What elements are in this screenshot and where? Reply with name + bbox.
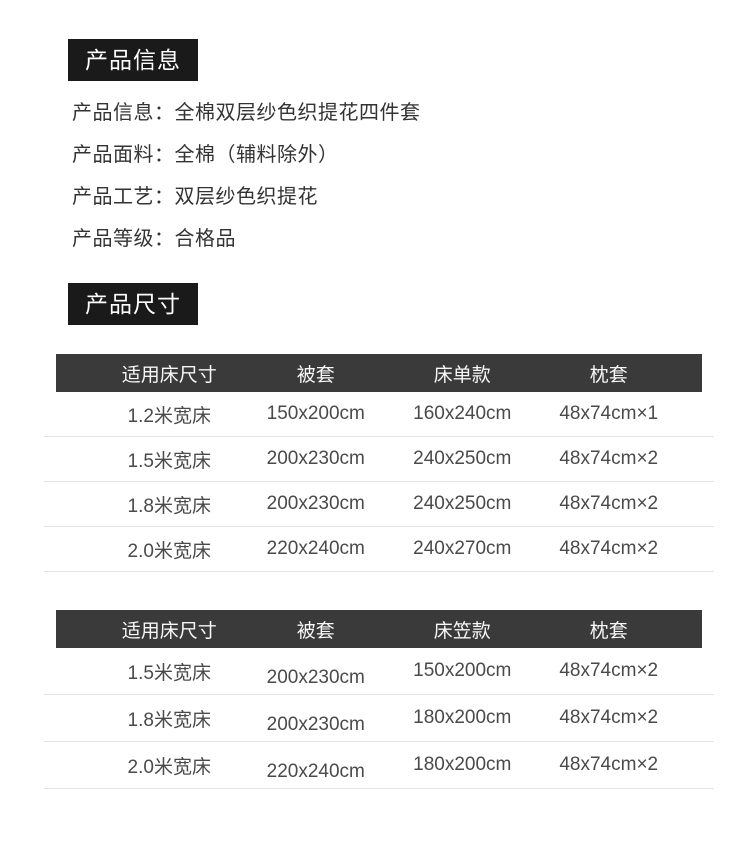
info-field-value: 全棉（辅料除外）	[174, 143, 339, 166]
table-header-cell: 适用床尺寸	[121, 620, 217, 642]
table-cell: 48x74cm×2	[559, 448, 659, 469]
table-cell: 1.2米宽床	[127, 405, 211, 427]
table-header-cell: 被套	[296, 620, 335, 642]
info-field-label: 产品信息：	[72, 101, 175, 124]
table-cell: 220x240cm	[266, 761, 365, 782]
table-row: 2.0米宽床 220x240cm 240x270cm 48x74cm×2	[44, 527, 714, 572]
table-header-cell: 适用床尺寸	[121, 364, 217, 386]
table-cell: 220x240cm	[266, 538, 365, 559]
table-cell: 2.0米宽床	[127, 540, 211, 562]
info-field-label: 产品等级：	[72, 227, 175, 250]
table-cell: 150x200cm	[266, 403, 365, 424]
table-cell: 240x250cm	[413, 448, 512, 469]
table-header-cell: 床笠款	[433, 620, 491, 642]
info-field-name: 产品信息： 全棉双层纱色织提花四件套	[72, 89, 750, 131]
table-cell: 48x74cm×2	[559, 660, 659, 681]
table-cell: 1.5米宽床	[127, 450, 211, 472]
section-badge-product-info: 产品信息	[68, 39, 198, 81]
table-cell: 150x200cm	[413, 660, 512, 681]
table-cell: 48x74cm×2	[559, 493, 659, 514]
info-field-grade: 产品等级： 合格品	[72, 215, 750, 257]
table-cell: 160x240cm	[413, 403, 512, 424]
info-field-label: 产品面料：	[72, 143, 175, 166]
table-cell: 200x230cm	[266, 667, 365, 688]
table-row: 2.0米宽床 220x240cm 180x200cm 48x74cm×2	[44, 742, 714, 789]
size-table-fitted-sheet: 适用床尺寸 被套 床笠款 枕套 1.5米宽床 200x230cm 150x200…	[44, 610, 714, 789]
table-cell: 200x230cm	[266, 714, 365, 735]
table-cell: 48x74cm×2	[559, 707, 659, 728]
table-row: 1.8米宽床 200x230cm 240x250cm 48x74cm×2	[44, 482, 714, 527]
table-cell: 240x270cm	[413, 538, 512, 559]
table-header-cell: 被套	[296, 364, 335, 386]
table-row: 1.2米宽床 150x200cm 160x240cm 48x74cm×1	[44, 392, 714, 437]
table-row: 1.5米宽床 200x230cm 150x200cm 48x74cm×2	[44, 648, 714, 695]
table-header-cell: 枕套	[589, 364, 628, 386]
table-row: 1.5米宽床 200x230cm 240x250cm 48x74cm×2	[44, 437, 714, 482]
table-cell: 240x250cm	[413, 493, 512, 514]
info-field-label: 产品工艺：	[72, 185, 175, 208]
table-cell: 180x200cm	[413, 707, 512, 728]
table-cell: 180x200cm	[413, 754, 512, 775]
table-cell: 48x74cm×2	[559, 754, 659, 775]
section-badge-product-size: 产品尺寸	[68, 283, 198, 325]
info-field-value: 双层纱色织提花	[174, 185, 318, 208]
table-cell: 1.8米宽床	[127, 709, 211, 731]
table-cell: 48x74cm×2	[559, 538, 659, 559]
info-field-fabric: 产品面料： 全棉（辅料除外）	[72, 131, 750, 173]
table-cell: 1.5米宽床	[127, 662, 211, 684]
table-cell: 200x230cm	[266, 448, 365, 469]
info-field-value: 全棉双层纱色织提花四件套	[174, 101, 421, 124]
info-field-value: 合格品	[174, 227, 236, 250]
product-info-list: 产品信息： 全棉双层纱色织提花四件套 产品面料： 全棉（辅料除外） 产品工艺： …	[72, 89, 750, 257]
table-cell: 48x74cm×1	[559, 403, 659, 424]
table-header-row: 适用床尺寸 被套 床单款 枕套	[56, 354, 702, 392]
table-row: 1.8米宽床 200x230cm 180x200cm 48x74cm×2	[44, 695, 714, 742]
table-header-row: 适用床尺寸 被套 床笠款 枕套	[56, 610, 702, 648]
table-cell: 2.0米宽床	[127, 756, 211, 778]
size-table-flat-sheet: 适用床尺寸 被套 床单款 枕套 1.2米宽床 150x200cm 160x240…	[44, 354, 714, 572]
table-header-cell: 枕套	[589, 620, 628, 642]
table-cell: 200x230cm	[266, 493, 365, 514]
table-cell: 1.8米宽床	[127, 495, 211, 517]
info-field-craft: 产品工艺： 双层纱色织提花	[72, 173, 750, 215]
table-header-cell: 床单款	[433, 364, 491, 386]
